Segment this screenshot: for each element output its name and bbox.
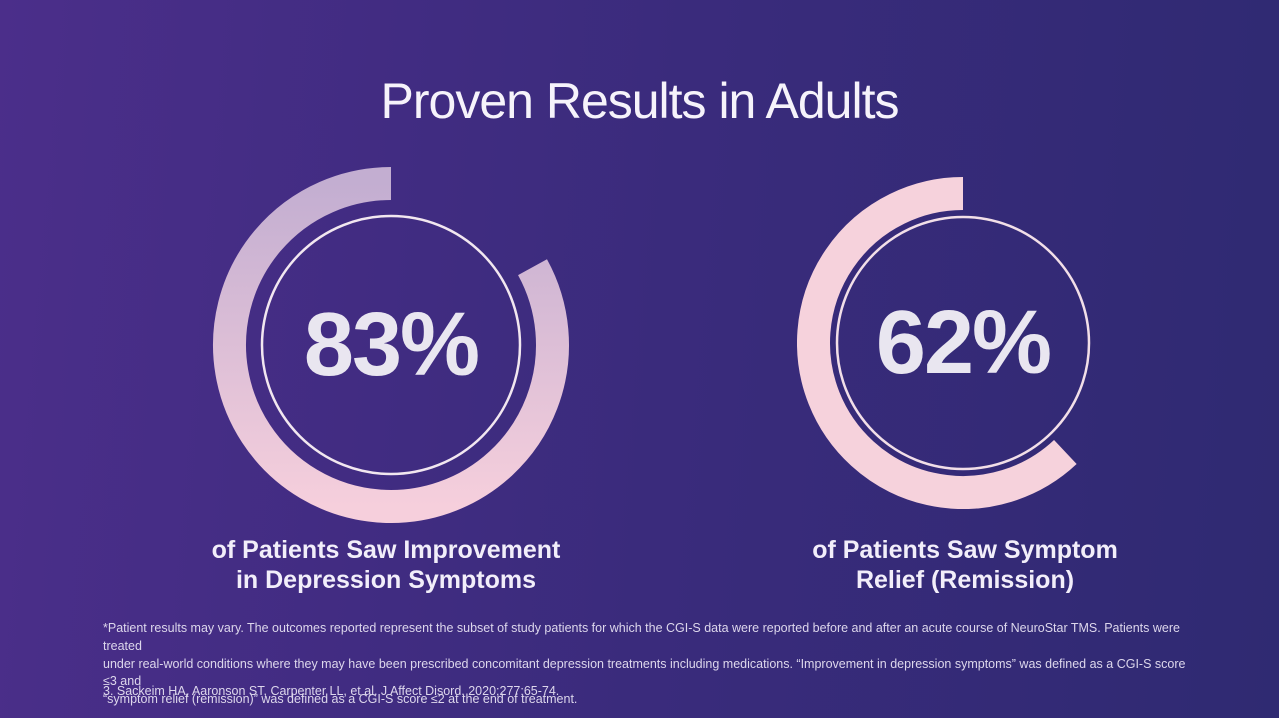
- donut-chart-improvement: 83%: [211, 165, 571, 525]
- donut-ring-svg: [797, 177, 1091, 509]
- donut-chart-remission: 62%: [797, 177, 1129, 509]
- footnote-line1: *Patient results may vary. The outcomes …: [103, 621, 1180, 653]
- caption-remission-line2: Relief (Remission): [855, 566, 1075, 594]
- donut-ring-svg: [213, 167, 569, 523]
- percent-value-remission: 62%: [875, 292, 1052, 393]
- inner-outline-circle: [835, 215, 1091, 471]
- progress-arc: [213, 167, 569, 523]
- caption-improvement-line2: in Depression Symptoms: [235, 566, 537, 594]
- page-title: Proven Results in Adults: [380, 73, 900, 129]
- footnote-line3: “symptom relief (remission)” was defined…: [103, 692, 578, 707]
- citation: 3. Sackeim HA, Aaronson ST, Carpenter LL…: [103, 684, 560, 698]
- footnote-line2: under real-world conditions where they m…: [103, 656, 1186, 689]
- caption-improvement-line1: of Patients Saw Improvement: [211, 536, 561, 564]
- caption-remission-line1: of Patients Saw Symptom: [812, 536, 1118, 564]
- caption-remission: of Patients Saw Symptom Relief (Remissio…: [760, 535, 1170, 595]
- footnote: *Patient results may vary. The outcomes …: [103, 620, 1193, 709]
- progress-arc: [797, 177, 1077, 509]
- caption-improvement: of Patients Saw Improvement in Depressio…: [166, 535, 606, 595]
- inner-outline-circle: [260, 214, 522, 476]
- percent-value-improvement: 83%: [303, 294, 480, 395]
